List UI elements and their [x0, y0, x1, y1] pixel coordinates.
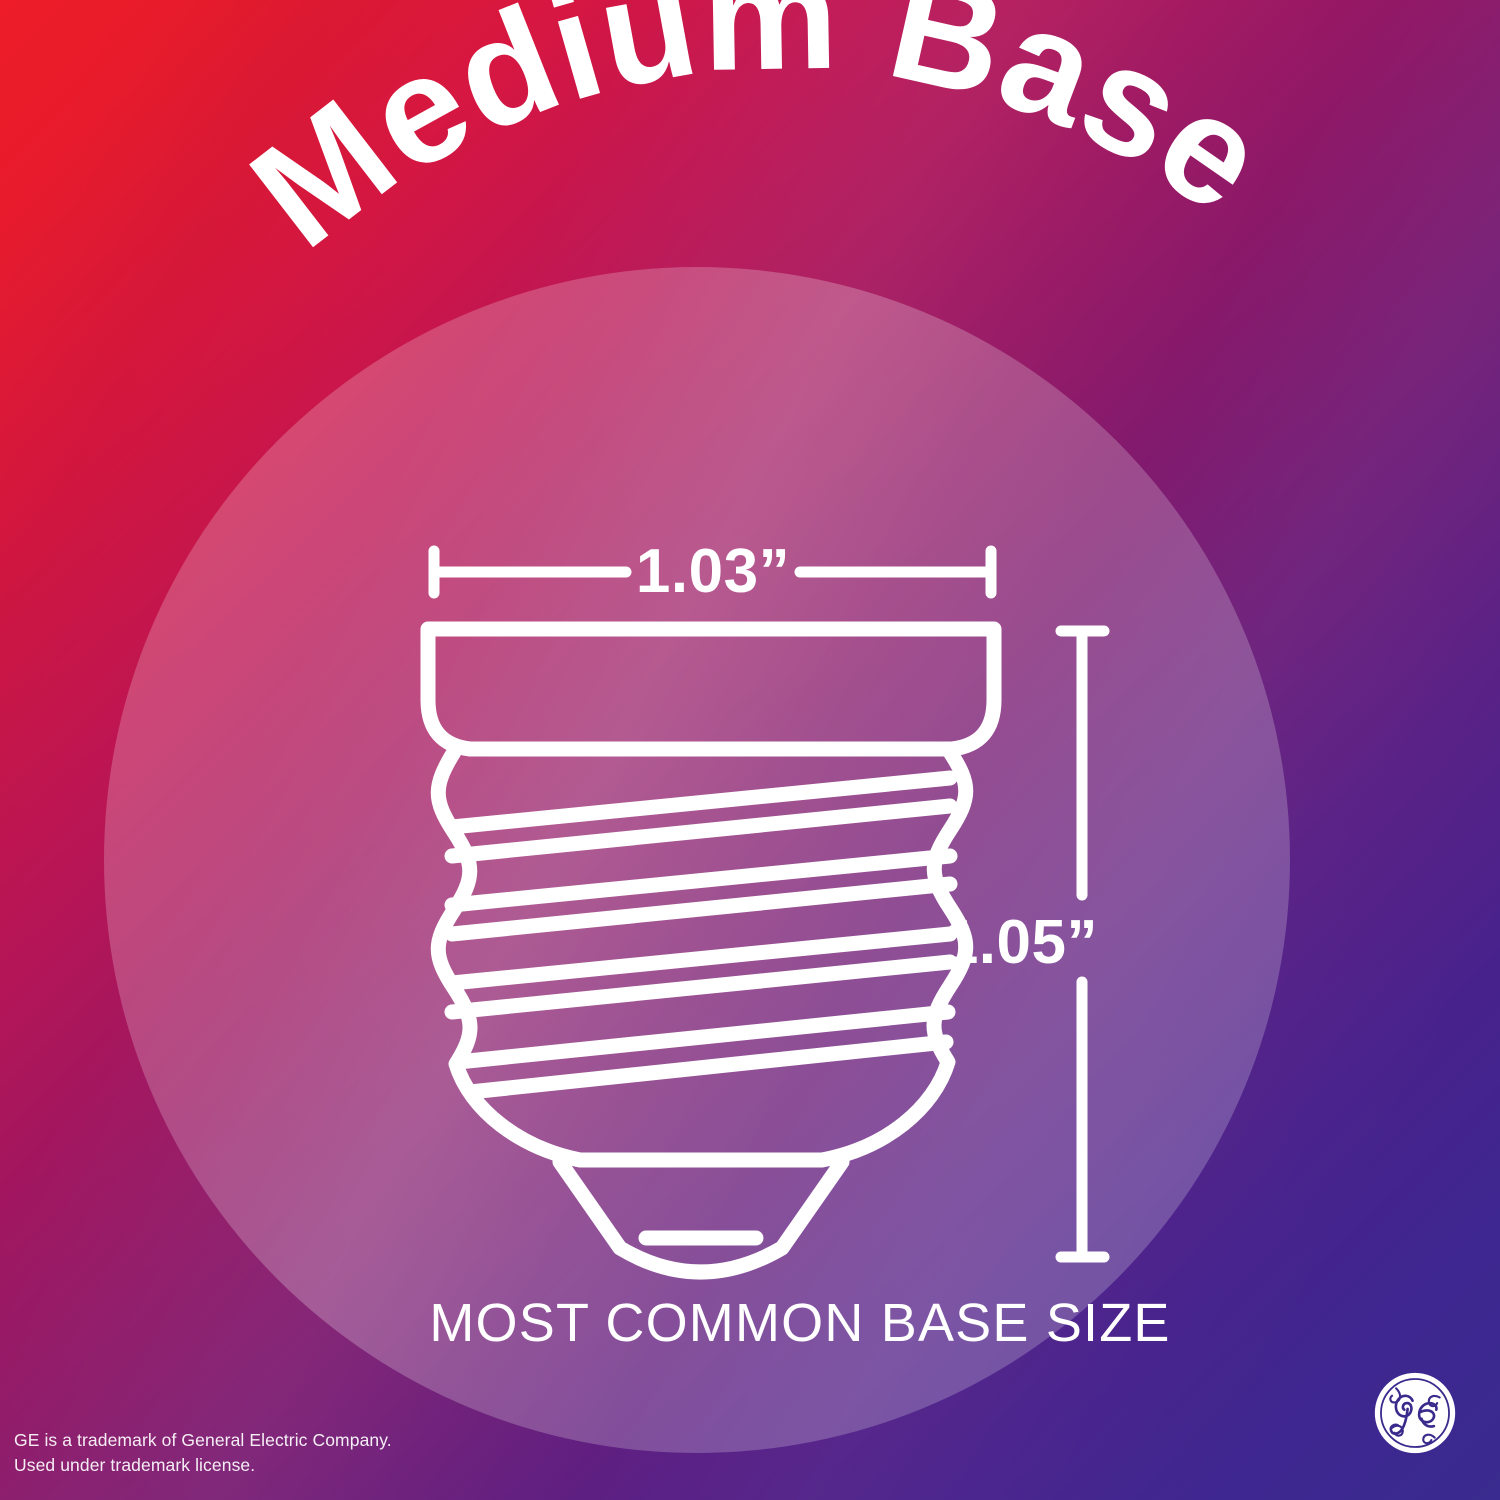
base-taper [552, 1154, 850, 1280]
ge-logo-disc [1374, 1372, 1456, 1454]
thread-line-4a [450, 1004, 956, 1070]
trademark-line-2: Used under trademark license. [14, 1454, 256, 1475]
thread-line-4b [462, 1034, 954, 1100]
width-dimension-line: 1.03” [428, 537, 997, 606]
bulb-base-outline [420, 621, 1002, 1280]
trademark-notice: GE is a trademark of General Electric Co… [14, 1428, 392, 1478]
thread-line-1a [444, 770, 958, 835]
trademark-line-1: GE is a trademark of General Electric Co… [14, 1430, 392, 1450]
thread-line-2b [444, 876, 958, 942]
width-dimension-label: 1.03” [636, 537, 790, 606]
thread-line-2a [444, 848, 958, 913]
ge-logo-monogram [1389, 1394, 1438, 1435]
headline-curved-text: Medium Base [221, 0, 1294, 280]
height-dimension-line: 1.05” [944, 625, 1110, 1263]
thread-line-3b [444, 954, 958, 1020]
ge-logo [1374, 1372, 1456, 1454]
thread-line-1b [444, 798, 958, 864]
base-collar [420, 621, 1002, 757]
thread-line-3a [444, 926, 958, 991]
caption: MOST COMMON BASE SIZE [429, 1293, 1171, 1353]
